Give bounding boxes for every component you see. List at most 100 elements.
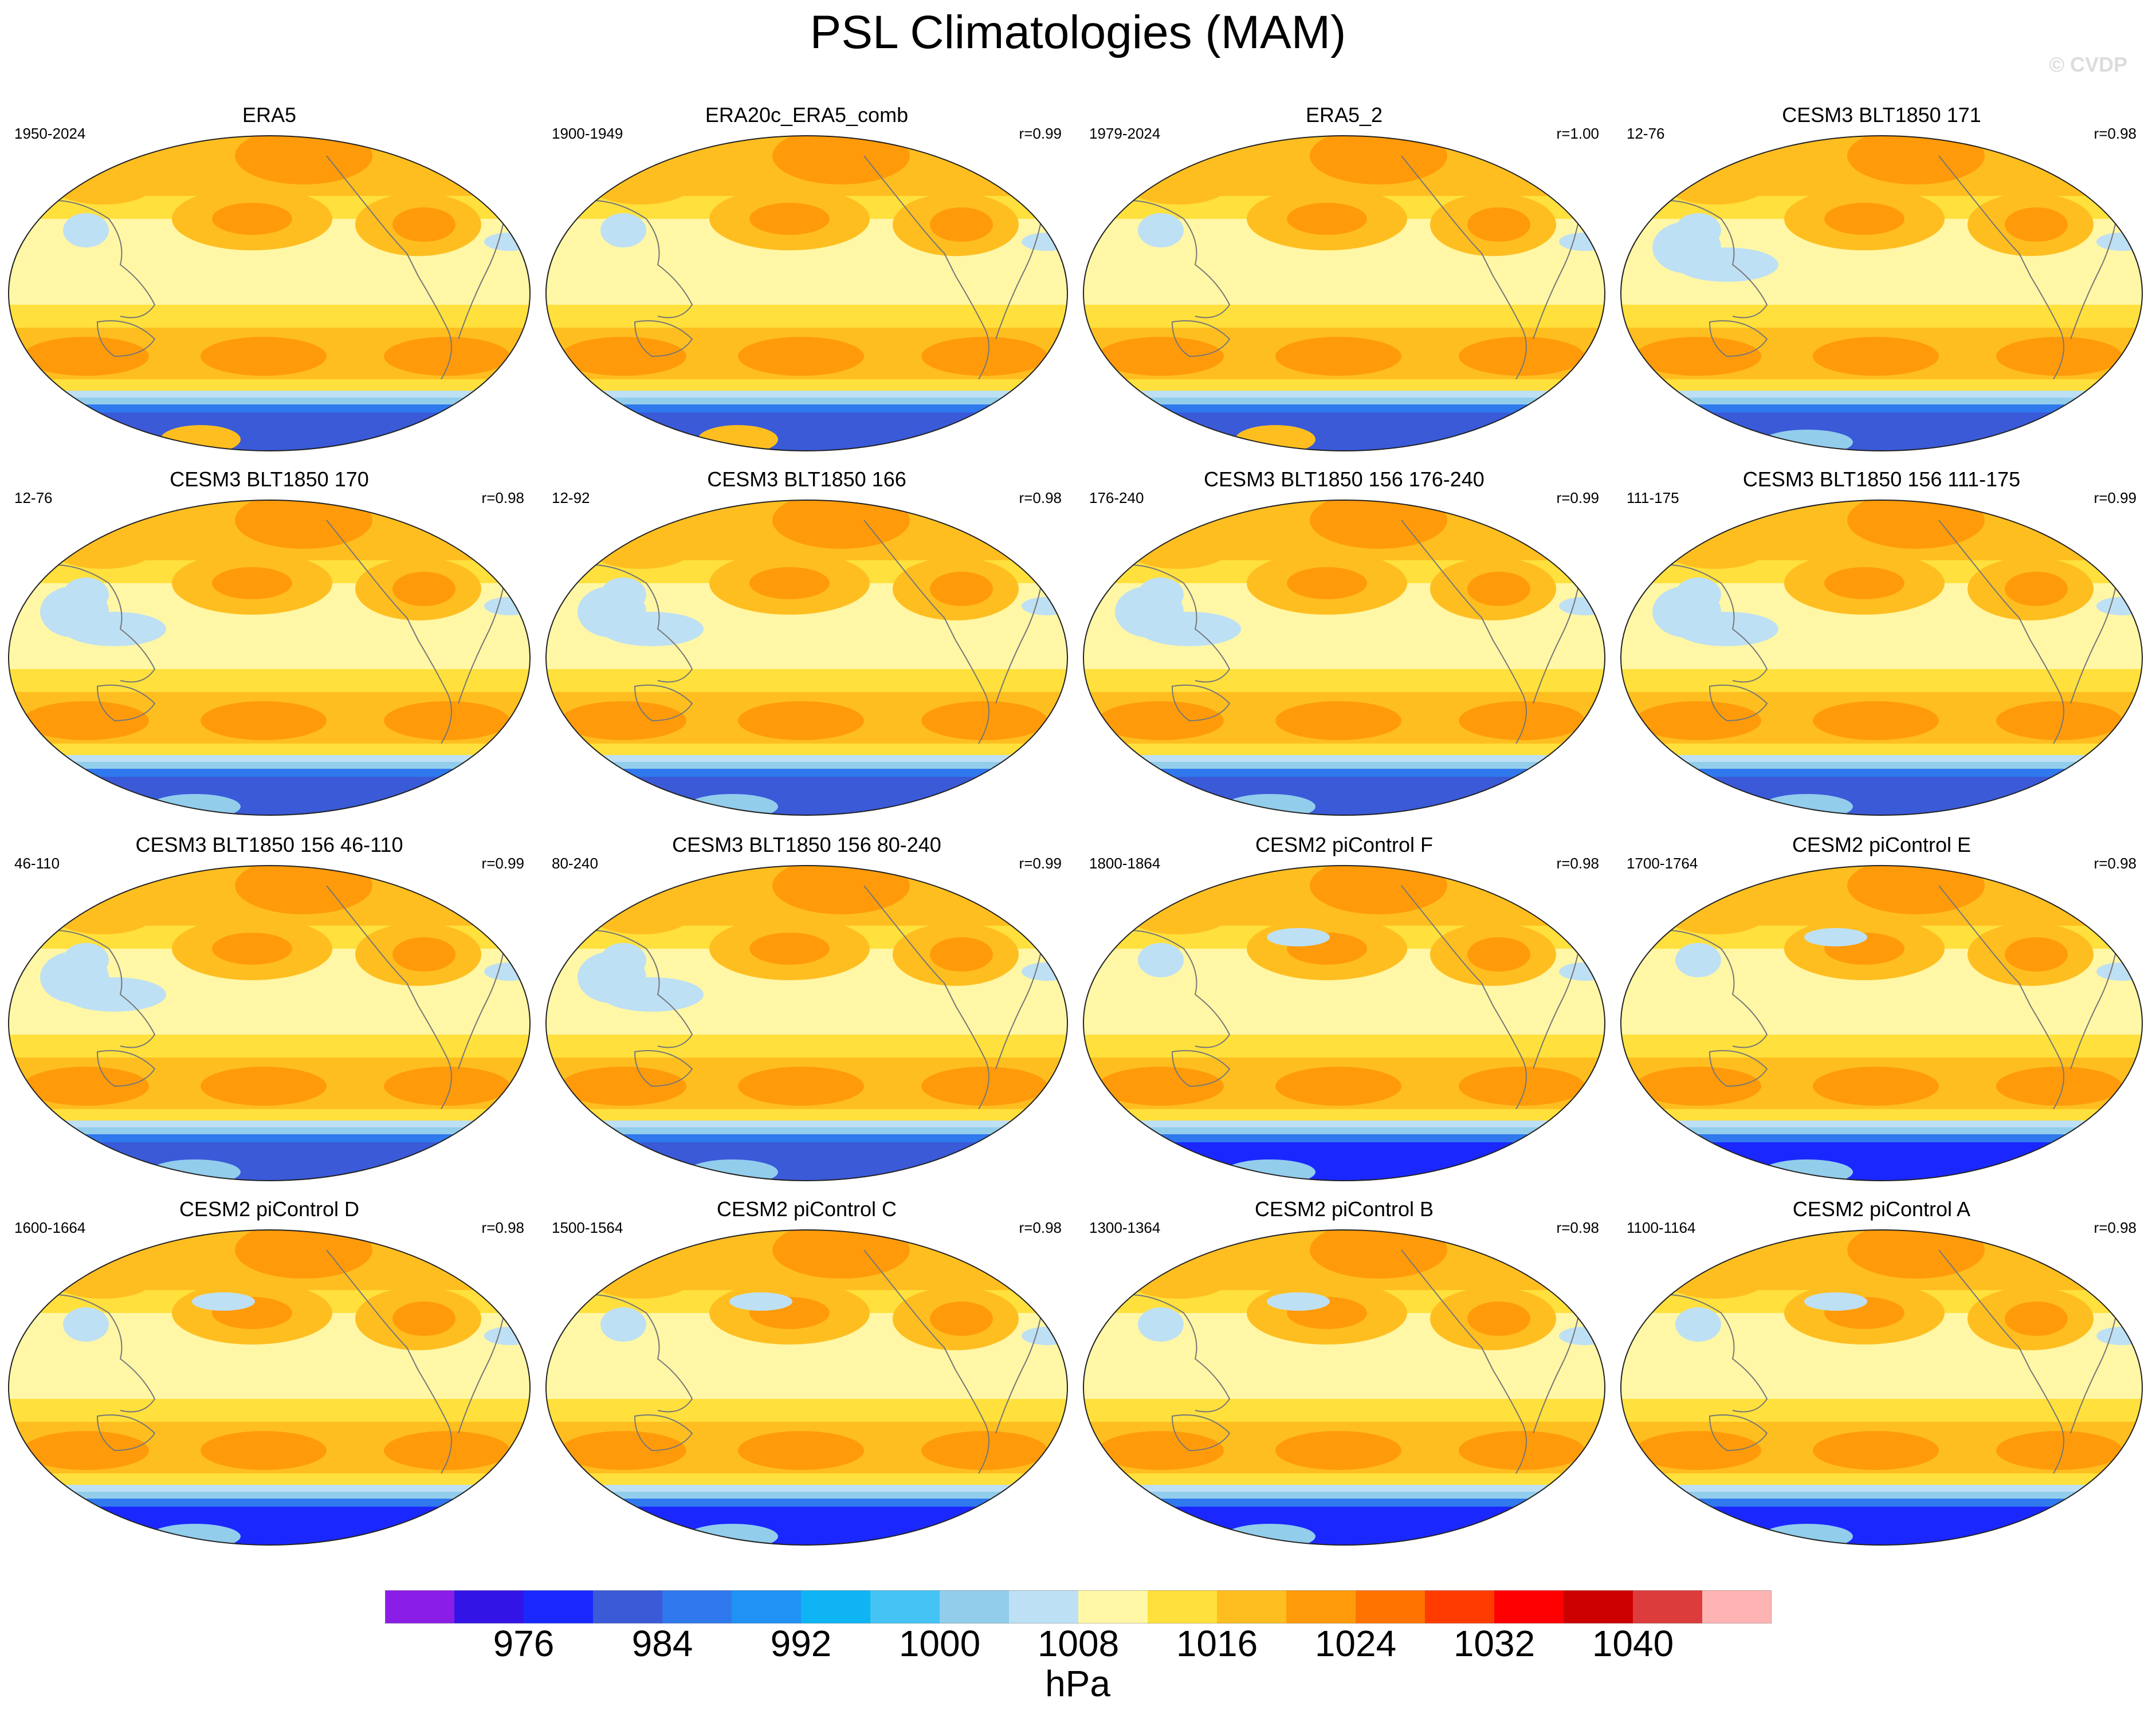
psl-field [546,500,1067,815]
colorbar-tick-label: 1000 [898,1623,981,1664]
psl-field [1621,500,2142,815]
map-globe [8,1229,531,1546]
panel-title: CESM2 piControl B [1254,1197,1434,1221]
map-panel: CESM3 BLT1850 170 12-76 r=0.98 [6,467,533,834]
panel-years: 1900-1949 [552,125,623,142]
map-globe [1083,500,1605,816]
psl-field [546,866,1067,1181]
panel-title: CESM2 piControl D [179,1197,360,1221]
map-panel: CESM3 BLT1850 166 12-92 r=0.98 [543,467,1070,834]
colorbar-swatch [662,1590,732,1623]
colorbar-tick-label: 1032 [1453,1623,1535,1664]
colorbar-swatch [454,1590,524,1623]
panel-title: CESM3 BLT1850 156 46-110 [135,833,403,856]
colorbar-swatch [1494,1590,1564,1623]
psl-field [1083,500,1605,815]
colorbar-swatch [1009,1590,1078,1623]
panel-title: ERA20c_ERA5_comb [705,103,909,127]
map-panel: CESM2 piControl E 1700-1764 r=0.98 [1618,833,2145,1200]
panel-correlation: r=0.98 [1556,1219,1599,1236]
panel-years: 1800-1864 [1089,855,1161,872]
panel-years: 1600-1664 [14,1219,86,1236]
panel-correlation: r=0.98 [481,1219,524,1236]
panel-correlation: r=0.98 [2094,855,2137,872]
map-globe [1083,865,1605,1181]
panel-correlation: r=0.98 [1556,855,1599,872]
psl-field [1083,866,1605,1181]
psl-field [1083,136,1605,451]
panel-correlation: r=0.98 [1019,489,1062,506]
colorbar-swatch [524,1590,593,1623]
psl-field [1621,866,2142,1181]
map-globe [1620,135,2143,451]
colorbar-tick-label: 1016 [1176,1623,1258,1664]
colorbar-units: hPa [1045,1663,1110,1704]
panel-title: CESM3 BLT1850 166 [707,467,906,491]
map-panel: ERA20c_ERA5_comb 1900-1949 r=0.99 [543,103,1070,470]
panel-title: CESM3 BLT1850 156 80-240 [672,833,941,856]
map-globe [8,135,531,451]
map-globe [1083,1229,1605,1546]
psl-field [9,500,530,815]
panel-title: CESM3 BLT1850 170 [170,467,369,491]
colorbar-swatch [1286,1590,1356,1623]
colorbar-swatch [1564,1590,1633,1623]
panel-title: CESM3 BLT1850 156 111-175 [1742,467,2021,491]
colorbar-swatch [732,1590,801,1623]
colorbar-tick-label: 992 [770,1623,832,1664]
colorbar-tick-label: 1040 [1592,1623,1674,1664]
map-globe [1620,500,2143,816]
map-panel: CESM2 piControl D 1600-1664 r=0.98 [6,1197,533,1564]
map-panel: CESM3 BLT1850 156 46-110 46-110 r=0.99 [6,833,533,1200]
psl-field [9,866,530,1181]
map-globe [8,500,531,816]
panel-correlation: r=0.99 [481,855,524,872]
panel-title: ERA5 [242,103,297,127]
map-panel: ERA5 1950-2024 [6,103,533,470]
map-globe [545,500,1068,816]
figure-title: PSL Climatologies (MAM) [810,6,1346,58]
panel-years: 1700-1764 [1627,855,1698,872]
map-globe [545,865,1068,1181]
panel-years: 1950-2024 [14,125,86,142]
colorbar-swatch [940,1590,1009,1623]
panel-title: CESM2 piControl A [1792,1197,1971,1221]
map-panel: CESM2 piControl A 1100-1164 r=0.98 [1618,1197,2145,1564]
colorbar-swatch [1078,1590,1148,1623]
map-panel: CESM3 BLT1850 156 80-240 80-240 r=0.99 [543,833,1070,1200]
psl-field [1083,1230,1605,1545]
colorbar-swatch [1702,1590,1772,1623]
map-panel: CESM2 piControl C 1500-1564 r=0.98 [543,1197,1070,1564]
psl-field [1621,1230,2142,1545]
psl-field [546,1230,1067,1545]
colorbar-swatch [801,1590,870,1623]
panel-title: ERA5_2 [1305,103,1383,127]
colorbar-swatch [1148,1590,1217,1623]
map-globe [1083,135,1605,451]
map-globe [8,865,531,1181]
map-panel: CESM2 piControl B 1300-1364 r=0.98 [1081,1197,1608,1564]
psl-field [9,1230,530,1545]
panel-years: 80-240 [552,855,598,872]
panel-correlation: r=0.99 [1556,489,1599,506]
panel-title: CESM2 piControl E [1792,833,1972,856]
panel-years: 176-240 [1089,489,1144,506]
colorbar-swatch [1633,1590,1702,1623]
map-globe [545,1229,1068,1546]
panel-years: 12-76 [14,489,53,506]
map-globe [545,135,1068,451]
colorbar-swatch [1356,1590,1425,1623]
psl-field [1621,136,2142,451]
panel-title: CESM2 piControl F [1255,833,1434,856]
map-globe [1620,1229,2143,1546]
panel-correlation: r=0.98 [2094,125,2137,142]
panel-correlation: r=0.99 [1019,125,1062,142]
panel-years: 1500-1564 [552,1219,623,1236]
panel-correlation: r=0.98 [481,489,524,506]
psl-field [9,136,530,451]
map-panel: ERA5_2 1979-2024 r=1.00 [1081,103,1608,470]
panel-years: 111-175 [1627,489,1679,506]
colorbar-swatch [385,1590,454,1623]
colorbar-tick-label: 976 [493,1623,555,1664]
colorbar-swatch [1217,1590,1286,1623]
